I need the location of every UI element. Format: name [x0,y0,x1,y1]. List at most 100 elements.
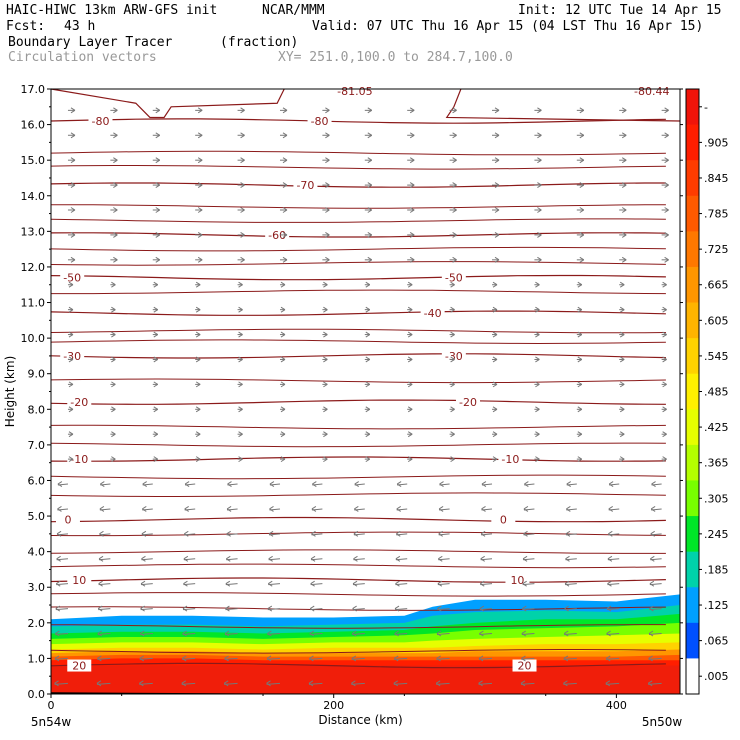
vector-arrow-189 [449,381,455,388]
vector-arrow-104 [650,530,662,537]
vector-arrow-249 [449,281,455,288]
vector-arrow-334 [237,132,245,139]
vector-arrow-356 [534,107,542,114]
vector-arrow-285 [67,207,76,213]
colorbar-label-4: .725 [704,243,729,256]
vector-arrow-8 [393,680,408,687]
vector-arrow-244 [237,281,243,288]
vector-arrow-167 [152,406,159,413]
contour-label-bg-0-1 [307,115,332,128]
vector-arrow-216 [322,331,328,338]
vector-arrow-347 [152,107,161,114]
vector-arrow-237 [576,306,583,313]
vector-arrow-294 [449,207,457,213]
vector-arrow-62 [140,580,153,587]
vector-arrow-236 [534,306,540,313]
vector-arrow-265 [492,256,500,263]
vector-arrow-225 [67,306,74,313]
x-axis-label: Distance (km) [318,713,402,727]
vector-arrow-310 [492,182,500,189]
contour-label-3-0: -50 [63,272,81,285]
vector-arrow-221 [534,331,540,338]
vector-arrow-132 [566,481,577,487]
vector-arrow-266 [534,256,542,263]
vector-arrow-124 [227,481,238,487]
vector-arrow-248 [407,281,413,288]
vector-arrow-312 [576,182,585,189]
vector-arrow-202 [364,356,371,363]
vector-arrow-34 [224,630,238,637]
vector-arrow-10 [478,680,493,687]
vector-arrow-105 [57,506,69,512]
vector-arrow-342 [576,132,585,139]
vector-arrow-138 [195,456,201,463]
vector-arrow-220 [492,331,498,338]
vector-arrow-231 [322,306,328,313]
contour-line-minor-4 [50,246,666,252]
vector-arrow-171 [322,406,328,413]
vector-arrow-357 [576,107,585,114]
vector-arrow-96 [311,530,323,537]
vector-arrow-0 [54,680,68,687]
vector-arrow-97 [353,530,365,537]
vector-arrow-147 [576,456,583,463]
contour-label-0-1: -80 [311,115,329,128]
vector-arrow-131 [524,481,535,487]
vector-arrow-153 [195,431,201,438]
vector-arrow-114 [438,506,450,512]
vector-arrow-43 [606,630,620,637]
vector-arrow-122 [142,481,153,487]
vector-arrow-170 [279,406,286,413]
vector-arrow-86 [522,555,535,562]
contour-line-minor-11 [50,442,666,448]
vector-arrow-155 [279,431,286,438]
vector-arrow-250 [492,281,498,288]
vector-arrow-292 [364,207,373,213]
contour-label-bg-7-0 [67,453,92,466]
vector-arrow-60 [55,580,69,587]
vector-arrow-30 [55,630,69,637]
vector-arrow-95 [268,530,281,537]
vector-arrow-125 [269,481,281,487]
vector-arrow-42 [563,630,577,637]
vector-arrow-143 [407,456,413,463]
colorbar-swatch-11 [686,480,699,517]
vector-arrow-194 [661,381,667,388]
y-tick-label-7: 7.0 [28,439,46,452]
colorbar-swatch-0 [686,89,699,126]
contour-line-minor-17 [50,592,666,597]
vector-arrow-112 [354,506,365,512]
contour-label-8-0: 0 [64,514,71,527]
contour-line-10 [50,662,666,669]
contour-line-5 [50,353,666,359]
contour-label-5-0: -30 [63,350,81,363]
vector-arrow-318 [195,157,203,164]
vector-arrow-65 [267,580,281,587]
vector-arrow-242 [152,281,159,288]
vector-arrow-296 [534,207,542,213]
y-tick-label-3: 3.0 [28,581,46,594]
vector-arrow-144 [449,456,455,463]
vector-arrow-210 [67,331,74,338]
vector-arrow-162 [576,431,583,438]
contour-line-minor-15 [50,549,666,554]
contour-line-8 [50,516,666,523]
vector-arrow-101 [523,530,535,537]
contour-label-bg-8-1 [491,513,516,526]
vector-arrow-317 [152,157,161,164]
vector-arrow-222 [576,331,583,338]
contour-label-bg-3-0 [60,271,85,284]
contour-label-bg-9-0 [67,574,92,587]
vector-arrow-288 [195,207,203,213]
vector-arrow-182 [152,381,159,388]
vector-arrow-79 [225,555,238,562]
vector-arrow-78 [183,555,196,562]
vector-arrow-48 [182,605,196,612]
contour-label-1-0: -70 [296,179,314,192]
vector-arrow-52 [352,605,365,612]
vector-arrow-327 [576,157,585,164]
vector-arrow-72 [564,580,577,587]
vector-arrow-110 [269,506,281,512]
vector-arrow-111 [311,506,323,512]
plot-axes: 0.0 1.0 2.0 3.0 4.0 5.0 6.0 7.0 8.0 9.0 10.0 11.0 12… [3,83,683,729]
